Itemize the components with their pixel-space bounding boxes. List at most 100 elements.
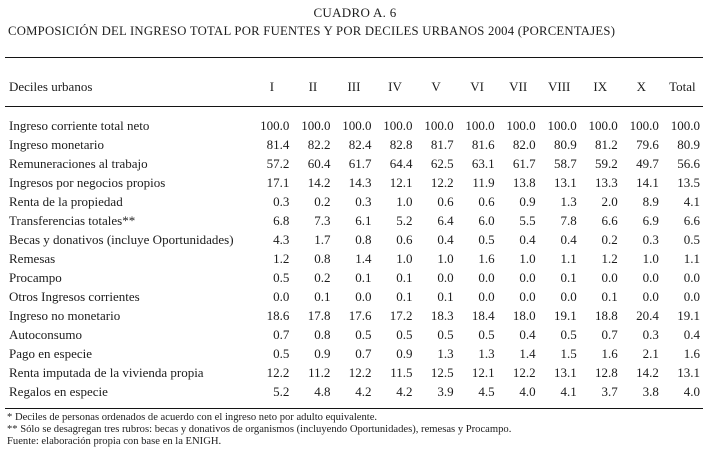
cell-value: 0.4 xyxy=(560,232,577,247)
cell-value: 0.4 xyxy=(519,327,536,342)
table-row: Transferencias totales** 6.8 7.3 6.1 5.2 6.4 6… xyxy=(5,211,703,230)
cell-value: 18.8 xyxy=(595,308,618,323)
cell-value: 0.1 xyxy=(560,270,577,285)
cell-value: 1.4 xyxy=(355,251,372,266)
cell-value: 100.0 xyxy=(588,118,618,133)
cell-value: 4.1 xyxy=(560,384,577,399)
column-header-3: III xyxy=(333,57,375,107)
table-row: Renta de la propiedad 0.3 0.2 0.3 1.0 0.6 0.6 0… xyxy=(5,192,703,211)
header-row: Deciles urbanos I II III IV V VI VII VII… xyxy=(5,57,703,107)
cell-value: 81.6 xyxy=(471,137,495,152)
cell-value: 18.4 xyxy=(471,308,495,323)
cell-value: 0.8 xyxy=(355,232,372,247)
cell-value: 82.0 xyxy=(512,137,536,152)
cell-value: 0.1 xyxy=(396,270,413,285)
cell-value: 1.2 xyxy=(273,251,290,266)
cell-value: 11.5 xyxy=(390,365,413,380)
cell-value: 0.0 xyxy=(519,289,536,304)
table-row: Regalos en especie 5.2 4.8 4.2 4.2 3.9 4.5 4.0 4… xyxy=(5,382,703,409)
cell-value: 58.7 xyxy=(553,156,577,171)
cell-value: 0.0 xyxy=(437,270,454,285)
cell-value: 0.6 xyxy=(396,232,413,247)
cell-value: 12.2 xyxy=(430,175,454,190)
cell-value: 11.2 xyxy=(308,365,331,380)
cell-value: 1.0 xyxy=(519,251,536,266)
cell-value: 0.0 xyxy=(601,270,618,285)
cell-value: 0.1 xyxy=(355,270,372,285)
cell-value: 0.9 xyxy=(314,346,331,361)
cell-value: 81.2 xyxy=(595,137,618,152)
cell-value: 4.0 xyxy=(519,384,536,399)
column-header-5: V xyxy=(415,57,457,107)
cell-value: 0.2 xyxy=(314,194,331,209)
cell-value: 100.0 xyxy=(670,118,700,133)
cell-value: 59.2 xyxy=(595,156,618,171)
row-label: Ingreso no monetario xyxy=(9,308,121,323)
row-label: Renta de la propiedad xyxy=(9,194,123,209)
cell-value: 17.1 xyxy=(266,175,290,190)
cell-value: 6.1 xyxy=(355,213,372,228)
cell-value: 0.4 xyxy=(519,232,536,247)
cell-value: 8.9 xyxy=(642,194,659,209)
table-row: Remesas 1.2 0.8 1.4 1.0 1.0 1.6 1.0 1.1 1.2 1.0 1.1 xyxy=(5,249,703,268)
cell-value: 6.6 xyxy=(601,213,618,228)
cell-value: 5.2 xyxy=(273,384,290,399)
cell-value: 4.3 xyxy=(273,232,290,247)
cell-value: 0.1 xyxy=(437,289,454,304)
cell-value: 17.6 xyxy=(348,308,372,323)
table-row: Ingreso monetario 81.4 82.2 82.4 82.8 81.7 81.… xyxy=(5,135,703,154)
cell-value: 18.6 xyxy=(266,308,290,323)
cell-value: 0.7 xyxy=(355,346,372,361)
cell-value: 80.9 xyxy=(553,137,577,152)
cell-value: 6.0 xyxy=(478,213,495,228)
cell-value: 1.2 xyxy=(601,251,618,266)
cell-value: 0.3 xyxy=(642,232,659,247)
cell-value: 0.3 xyxy=(642,327,659,342)
column-header-7: VII xyxy=(497,57,539,107)
table-row: Ingreso no monetario 18.6 17.8 17.6 17.2 18.3… xyxy=(5,306,703,325)
cell-value: 0.1 xyxy=(396,289,413,304)
cell-value: 3.8 xyxy=(642,384,659,399)
cell-value: 0.9 xyxy=(519,194,536,209)
cell-value: 18.0 xyxy=(512,308,536,323)
cell-value: 3.9 xyxy=(437,384,454,399)
cell-value: 0.0 xyxy=(273,289,290,304)
cell-value: 100.0 xyxy=(465,118,495,133)
cell-value: 0.4 xyxy=(437,232,454,247)
cell-value: 61.7 xyxy=(512,156,536,171)
cell-value: 100.0 xyxy=(424,118,454,133)
cell-value: 0.5 xyxy=(273,346,290,361)
cell-value: 3.7 xyxy=(601,384,618,399)
cell-value: 64.4 xyxy=(389,156,413,171)
cell-value: 14.2 xyxy=(307,175,331,190)
row-header-label: Deciles urbanos xyxy=(5,57,252,107)
row-label: Autoconsumo xyxy=(9,327,82,342)
cell-value: 63.1 xyxy=(471,156,495,171)
cell-value: 1.3 xyxy=(560,194,577,209)
cell-value: 1.4 xyxy=(519,346,536,361)
cell-value: 17.2 xyxy=(389,308,413,323)
table-row: Otros Ingresos corrientes 0.0 0.1 0.0 0.1 0.1… xyxy=(5,287,703,306)
row-label: Procampo xyxy=(9,270,62,285)
cell-value: 6.6 xyxy=(683,213,700,228)
cell-value: 12.8 xyxy=(595,365,618,380)
cell-value: 1.0 xyxy=(437,251,454,266)
cell-value: 2.0 xyxy=(601,194,618,209)
cell-value: 12.2 xyxy=(348,365,372,380)
column-header-total: Total xyxy=(661,57,703,107)
cell-value: 0.5 xyxy=(355,327,372,342)
cell-value: 100.0 xyxy=(629,118,659,133)
footnotes: * Deciles de personas ordenados de acuer… xyxy=(7,412,704,448)
row-label: Pago en especie xyxy=(9,346,93,361)
cell-value: 0.8 xyxy=(314,327,331,342)
row-label: Otros Ingresos corrientes xyxy=(9,289,140,304)
cell-value: 0.0 xyxy=(478,289,495,304)
cell-value: 0.6 xyxy=(437,194,454,209)
cell-value: 13.1 xyxy=(553,175,577,190)
row-label: Ingreso corriente total neto xyxy=(9,118,150,133)
cell-value: 0.4 xyxy=(683,327,700,342)
cell-value: 56.6 xyxy=(677,156,700,171)
cell-value: 0.5 xyxy=(478,232,495,247)
cell-value: 57.2 xyxy=(266,156,290,171)
cell-value: 0.3 xyxy=(355,194,372,209)
